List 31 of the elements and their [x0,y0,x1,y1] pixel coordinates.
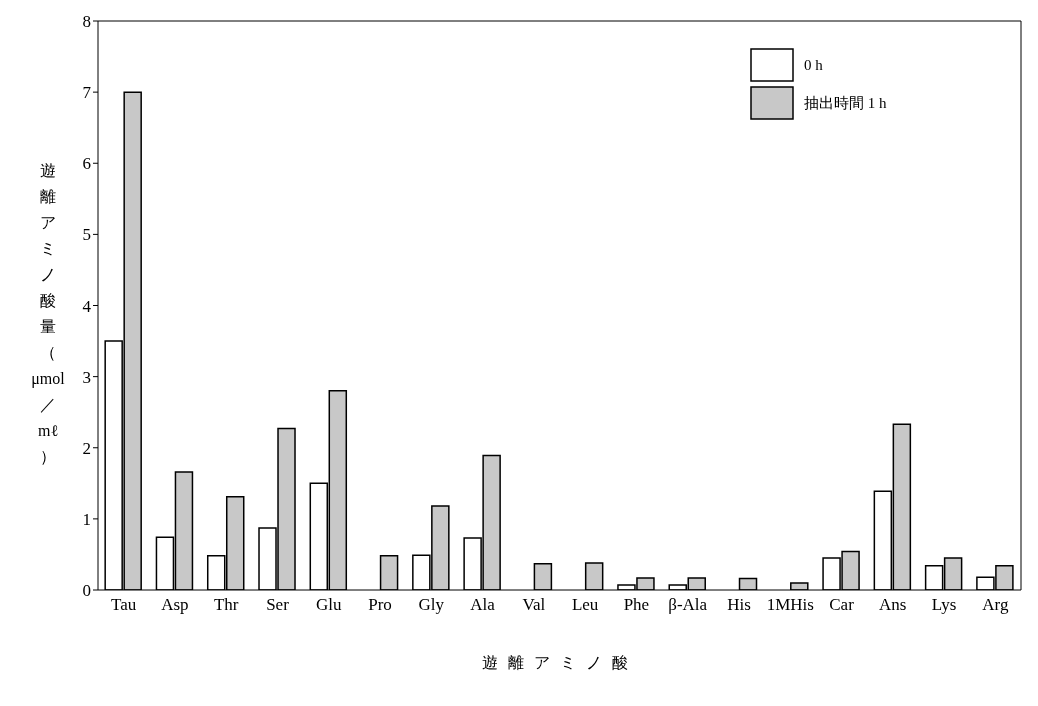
x-tick-label: Glu [316,595,342,615]
y-tick-label: 7 [82,83,92,103]
x-tick-label: Car [829,595,855,615]
y-tick-label: 8 [82,12,91,32]
x-tick-label: Thr [213,595,239,615]
y-tick-label: 3 [82,367,91,387]
x-axis-title: 遊離アミノ酸 [481,654,638,671]
x-tick-label: Ans [879,595,907,615]
x-tick-label: Asp [161,595,189,615]
x-tick-label: Tau [111,595,137,615]
x-tick-label: Gly [418,595,445,615]
x-tick-label: Arg [982,595,1009,615]
x-tick-label: Pro [368,595,392,615]
x-tick-label: Ala [470,595,496,615]
y-tick-label: 4 [82,296,92,316]
y-tick-label: 1 [82,509,91,529]
x-tick-label: β-Ala [668,595,708,615]
x-tick-label: Ser [266,595,290,615]
x-tick-label: 1MHis [766,595,814,615]
x-tick-label: Leu [571,595,599,615]
x-tick-label: Val [522,595,546,615]
y-tick-label: 5 [82,225,91,245]
text: 遊離アミノ酸量（μmol／mℓ） [31,162,65,465]
legend-label: 抽出時間 1 h [804,93,887,113]
x-tick-label: Phe [623,595,650,615]
y-tick-label: 6 [82,154,91,174]
x-tick-label: His [727,595,751,615]
y-tick-label: 2 [82,438,91,458]
legend-label: 0 h [804,56,823,74]
y-tick-label: 0 [82,581,91,601]
x-tick-label: Lys [931,595,957,615]
